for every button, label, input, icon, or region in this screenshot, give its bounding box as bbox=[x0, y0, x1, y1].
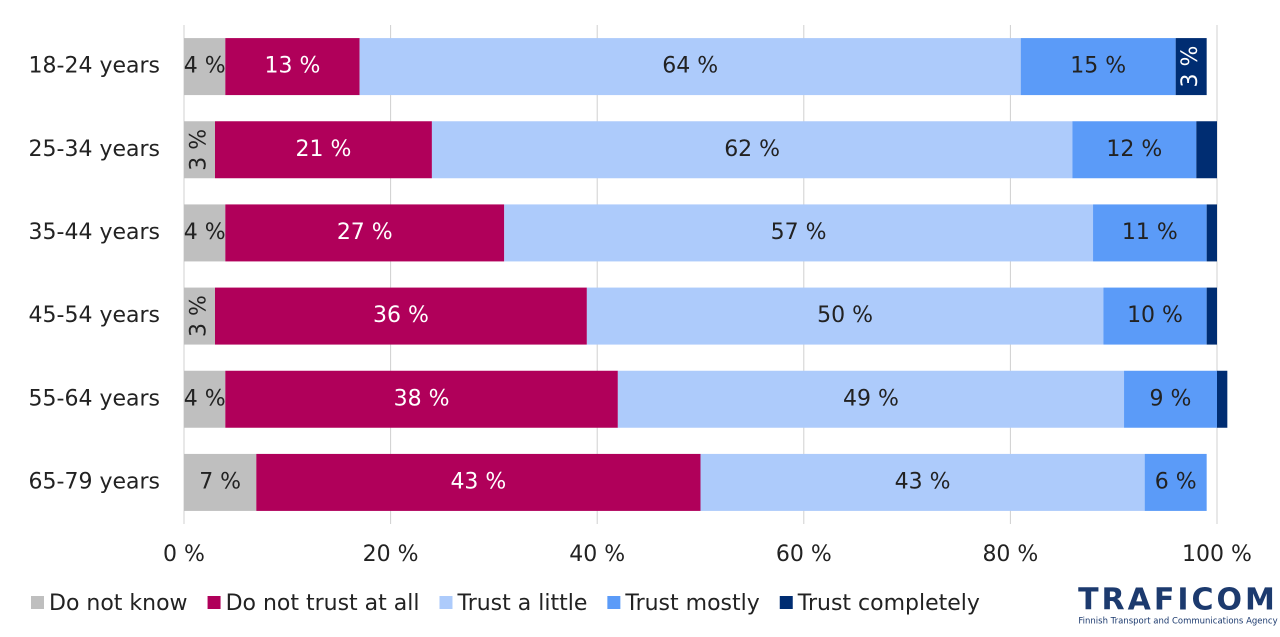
value-label: 4 % bbox=[184, 386, 226, 411]
bar-segment bbox=[617, 370, 1125, 428]
legend-label: Trust mostly bbox=[624, 591, 759, 616]
y-tick-label: 35-44 years bbox=[29, 220, 160, 245]
legend-swatch bbox=[207, 596, 221, 609]
legend-swatch bbox=[439, 596, 453, 609]
value-label: 9 % bbox=[1150, 386, 1192, 411]
bar-segment bbox=[1217, 370, 1228, 428]
bar-segment bbox=[184, 370, 226, 428]
bars bbox=[184, 38, 1228, 511]
bar-segment bbox=[431, 121, 1073, 179]
value-label: 7 % bbox=[199, 469, 241, 494]
value-label: 6 % bbox=[1155, 469, 1197, 494]
value-label: 3 % bbox=[186, 129, 211, 171]
bar-segment bbox=[225, 38, 360, 96]
bar-segment bbox=[225, 204, 505, 262]
bar-segment bbox=[214, 287, 587, 345]
bar-segment bbox=[1206, 204, 1217, 262]
value-label: 4 % bbox=[184, 220, 226, 245]
bar-segment bbox=[1175, 38, 1207, 96]
bar-segment bbox=[1124, 370, 1217, 428]
value-label: 15 % bbox=[1070, 54, 1126, 79]
value-label: 27 % bbox=[337, 220, 393, 245]
y-tick-label: 25-34 years bbox=[29, 137, 160, 162]
value-label: 49 % bbox=[843, 386, 899, 411]
legend-label: Trust a little bbox=[456, 591, 587, 616]
value-label: 21 % bbox=[296, 137, 352, 162]
bar-segment bbox=[1206, 287, 1217, 345]
bar-segment bbox=[184, 38, 226, 96]
value-label: 4 % bbox=[184, 54, 226, 79]
bar-segment bbox=[359, 38, 1021, 96]
y-tick-label: 65-79 years bbox=[29, 469, 160, 494]
logo-name: TRAFICOM bbox=[1078, 583, 1278, 618]
bar-segment bbox=[1072, 121, 1197, 179]
logo-tagline: Finnish Transport and Communications Age… bbox=[1078, 617, 1277, 627]
x-tick-label: 20 % bbox=[363, 542, 419, 567]
x-tick-label: 80 % bbox=[982, 542, 1038, 567]
bar-segment bbox=[700, 453, 1145, 511]
bar-segment bbox=[225, 370, 618, 428]
value-label: 50 % bbox=[817, 303, 873, 328]
bar-segment bbox=[1020, 38, 1176, 96]
labels: 0 % 20 % 40 % 60 % 80 % 100 % 18-24 years 4 % 13… bbox=[29, 46, 1252, 567]
value-label: 38 % bbox=[394, 386, 450, 411]
bar-segment bbox=[184, 121, 215, 179]
x-tick-label: 40 % bbox=[569, 542, 625, 567]
bar-segment bbox=[214, 121, 432, 179]
value-label: 57 % bbox=[771, 220, 827, 245]
bar-segment bbox=[586, 287, 1104, 345]
value-label: 3 % bbox=[1178, 46, 1203, 88]
legend: Do not know Do not trust at all Trust a li… bbox=[31, 591, 980, 616]
legend-label: Do not trust at all bbox=[226, 591, 420, 616]
x-tick-label: 0 % bbox=[163, 542, 205, 567]
bar-segment bbox=[504, 204, 1094, 262]
value-label: 12 % bbox=[1106, 137, 1162, 162]
y-tick-label: 45-54 years bbox=[29, 303, 160, 328]
x-tick-label: 60 % bbox=[776, 542, 832, 567]
bar-segment bbox=[1196, 121, 1217, 179]
value-label: 43 % bbox=[450, 469, 506, 494]
legend-label: Do not know bbox=[49, 591, 188, 616]
y-tick-label: 18-24 years bbox=[29, 54, 160, 79]
legend-swatch bbox=[779, 596, 793, 609]
bar-segment bbox=[256, 453, 701, 511]
bar-segment bbox=[184, 453, 257, 511]
bar-segment bbox=[1093, 204, 1207, 262]
value-label: 10 % bbox=[1127, 303, 1183, 328]
bar-segment bbox=[1144, 453, 1207, 511]
value-label: 3 % bbox=[186, 295, 211, 337]
value-label: 13 % bbox=[265, 54, 321, 79]
x-tick-label: 100 % bbox=[1182, 542, 1252, 567]
legend-swatch bbox=[607, 596, 621, 609]
legend-label: Trust completely bbox=[797, 591, 980, 616]
y-tick-label: 55-64 years bbox=[29, 386, 160, 411]
grid bbox=[183, 25, 1218, 524]
legend-swatch bbox=[31, 596, 44, 609]
value-label: 43 % bbox=[895, 469, 951, 494]
bar-segment bbox=[1103, 287, 1207, 345]
value-label: 11 % bbox=[1122, 220, 1178, 245]
value-label: 36 % bbox=[373, 303, 429, 328]
bar-segment bbox=[184, 287, 215, 345]
value-label: 62 % bbox=[724, 137, 780, 162]
value-label: 64 % bbox=[662, 54, 718, 79]
bar-segment bbox=[184, 204, 226, 262]
